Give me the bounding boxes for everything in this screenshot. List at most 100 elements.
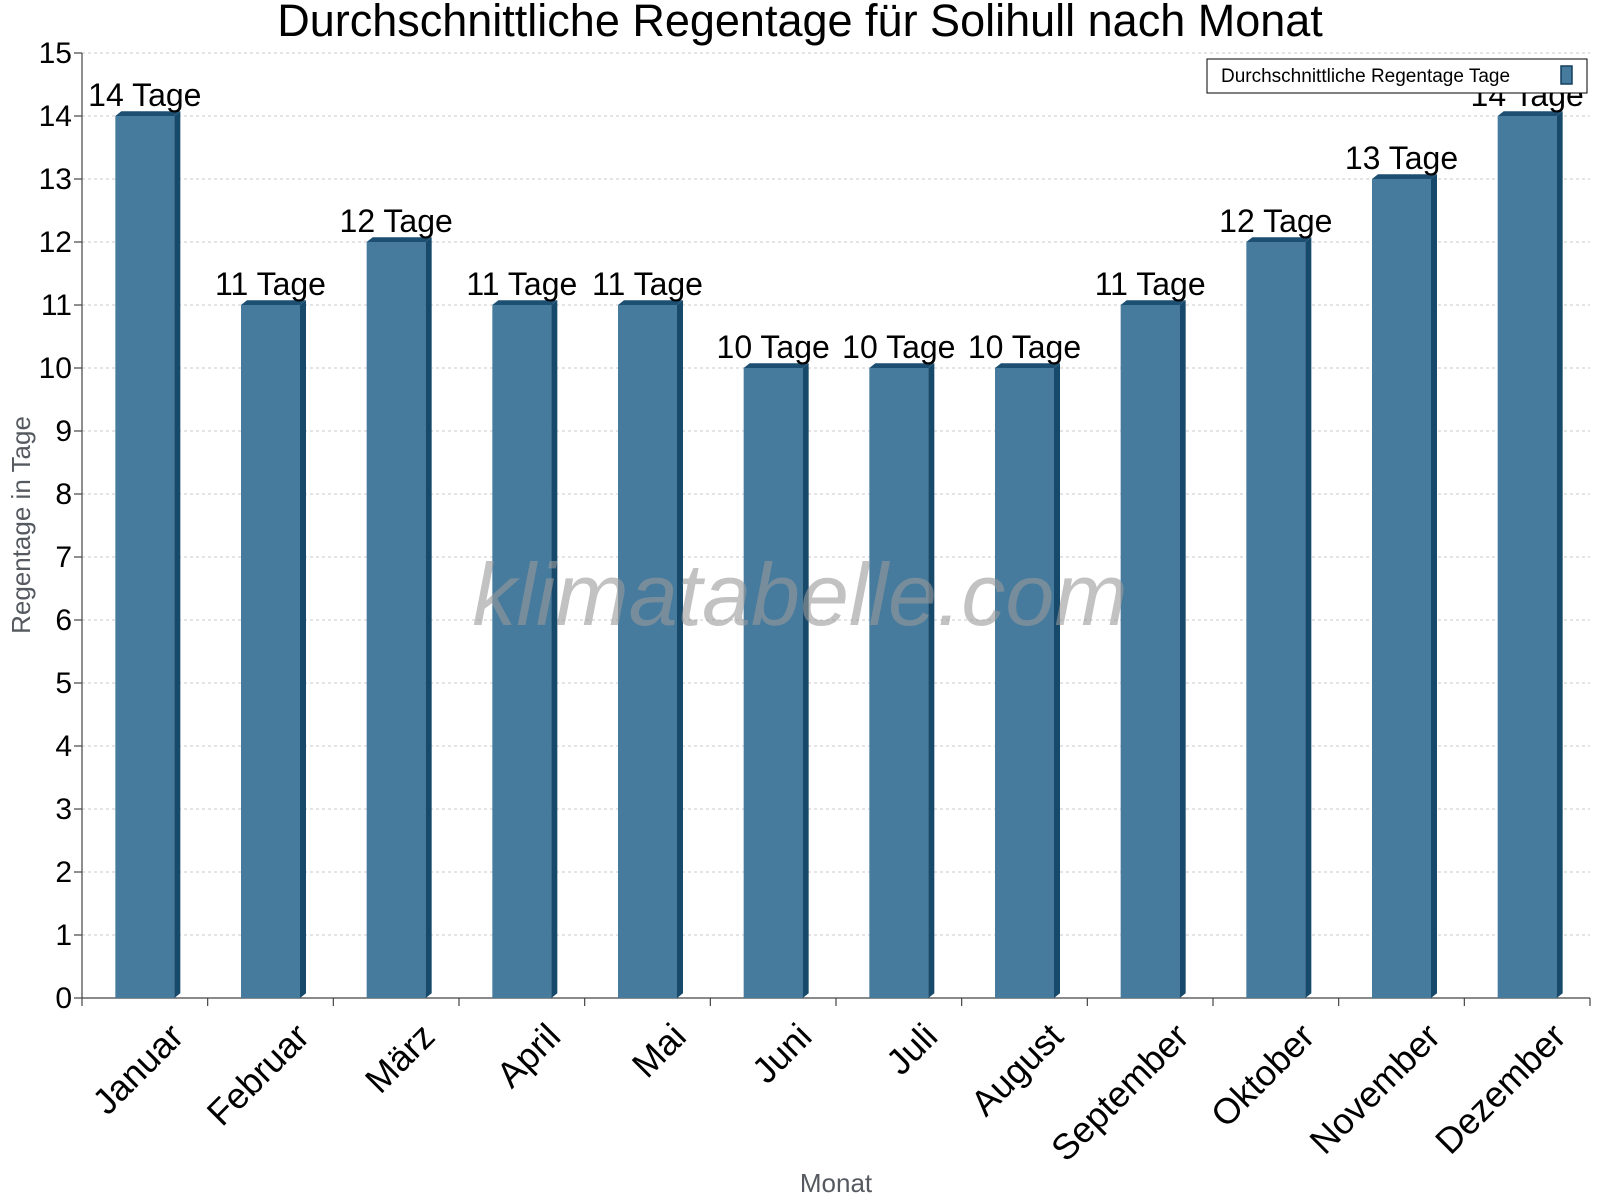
bar-top [995,363,1060,368]
bar [869,363,935,998]
x-tick-label: Dezember [1427,1015,1573,1161]
y-tick-label: 4 [55,730,72,763]
bar-front [1120,305,1180,998]
bar [743,363,809,998]
x-tick-label: Februar [199,1015,317,1133]
legend-box [1206,58,1588,94]
x-tick-label: Januar [84,1015,191,1122]
y-tick-label: 13 [39,163,72,196]
bar-top [618,300,683,305]
bar-side [1179,300,1186,998]
bar [995,363,1060,998]
gridlines [82,52,1590,936]
bar-side [928,363,935,998]
bar-top [241,300,306,305]
bar-side [425,237,432,998]
bar-top [743,363,809,368]
x-axis-ticks: Januar Februar März April Mai Juni Juli AugustS… [81,998,1591,1169]
bar [1372,174,1437,998]
x-tick-label: Mai [624,1015,694,1085]
legend: Durchschnittliche Regentage Tage [1206,58,1588,94]
bar-side [300,300,306,998]
bar-front [492,305,552,998]
data-label: 11 Tage [592,266,703,302]
y-tick-label: 10 [39,352,72,385]
bar [366,237,432,998]
data-label: 11 Tage [1095,266,1206,302]
bar-front [1372,179,1431,998]
bars [115,111,1563,998]
axes [81,53,1590,999]
x-tick-label: August [963,1015,1071,1123]
bar-side [551,300,558,998]
bar-front [995,368,1054,998]
bar-front [1497,116,1557,998]
bar-top [1246,237,1312,242]
bar-front [366,242,426,998]
bar [1120,300,1186,998]
y-tick-label: 5 [55,667,72,700]
bar [1246,237,1312,998]
data-label: 10 Tage [717,329,830,365]
bar-top [492,300,558,305]
data-label: 10 Tage [842,329,955,365]
bar-top [1120,300,1186,305]
bar-side [802,363,809,998]
bar-side [174,111,181,998]
y-axis-title: Regentage in Tage [6,416,36,634]
y-tick-label: 9 [55,415,72,448]
x-tick-label: Juli [878,1015,945,1082]
bar-top [366,237,432,242]
bar-top [115,111,181,116]
x-tick-label: Juni [744,1015,820,1091]
x-tick-label: Oktober [1203,1015,1323,1135]
data-label: 11 Tage [215,266,326,302]
data-label: 12 Tage [1219,203,1332,239]
bar-front [115,116,175,998]
bar-front [1246,242,1306,998]
data-label: 11 Tage [466,266,577,302]
x-tick-label: April [488,1015,568,1095]
y-tick-label: 15 [39,37,72,70]
x-tick-label: März [357,1015,443,1101]
bar-side [1054,363,1060,998]
bar [115,111,181,998]
bar-top [1372,174,1437,179]
chart-title: Durchschnittliche Regentage für Solihull… [277,0,1323,46]
bar-front [869,368,929,998]
bar [492,300,558,998]
data-labels: 14 Tage 11 Tage 12 Tage 11 Tage 11 Tage 10 Ta… [88,77,1584,365]
legend-swatch [1560,65,1573,85]
x-tick-label: November [1301,1015,1447,1161]
bar-side [1305,237,1312,998]
y-tick-label: 1 [55,919,72,952]
y-tick-label: 2 [55,856,72,889]
bar-top [1497,111,1563,116]
bar-side [677,300,683,998]
data-label: 14 Tage [88,77,201,113]
data-label: 13 Tage [1345,140,1458,176]
bar-front [743,368,803,998]
legend-label: Durchschnittliche Regentage Tage [1221,66,1510,87]
x-tick-label: September [1043,1015,1197,1169]
watermark: klimatabelle.com [472,545,1127,644]
y-tick-label: 8 [55,478,72,511]
bar [241,300,306,998]
y-tick-label: 6 [55,604,72,637]
y-tick-label: 12 [39,226,72,259]
y-tick-label: 0 [55,982,72,1015]
data-label: 10 Tage [968,329,1081,365]
bar [618,300,683,998]
bar-front [618,305,677,998]
data-label: 12 Tage [340,203,453,239]
bar-side [1556,111,1563,998]
y-tick-label: 14 [39,100,72,133]
bar [1497,111,1563,998]
y-tick-label: 7 [55,541,72,574]
bar-top [869,363,935,368]
x-axis-title: Monat [800,1168,873,1198]
bar-front [241,305,300,998]
y-tick-label: 11 [41,289,72,322]
